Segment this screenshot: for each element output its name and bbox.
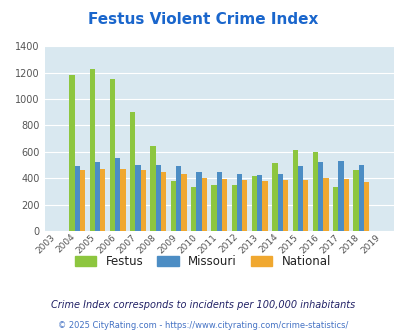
Text: © 2025 CityRating.com - https://www.cityrating.com/crime-statistics/: © 2025 CityRating.com - https://www.city…	[58, 321, 347, 330]
Legend: Festus, Missouri, National: Festus, Missouri, National	[70, 250, 335, 273]
Text: Festus Violent Crime Index: Festus Violent Crime Index	[87, 12, 318, 26]
Bar	[140, 170, 146, 231]
Bar	[282, 180, 288, 231]
Text: Crime Index corresponds to incidents per 100,000 inhabitants: Crime Index corresponds to incidents per…	[51, 300, 354, 310]
Bar	[211, 185, 216, 231]
Bar	[343, 179, 348, 231]
Bar	[89, 69, 95, 231]
Bar	[176, 166, 181, 231]
Bar	[358, 165, 363, 231]
Bar	[120, 169, 126, 231]
Bar	[115, 158, 120, 231]
Bar	[75, 166, 79, 231]
Bar	[171, 181, 176, 231]
Bar	[237, 174, 242, 231]
Bar	[191, 187, 196, 231]
Bar	[312, 152, 318, 231]
Bar	[318, 162, 323, 231]
Bar	[322, 178, 328, 231]
Bar	[130, 112, 135, 231]
Bar	[292, 150, 297, 231]
Bar	[251, 176, 257, 231]
Bar	[216, 172, 221, 231]
Bar	[135, 165, 140, 231]
Bar	[109, 79, 115, 231]
Bar	[332, 187, 338, 231]
Bar	[156, 165, 160, 231]
Bar	[241, 180, 247, 231]
Bar	[271, 163, 277, 231]
Bar	[257, 175, 262, 231]
Bar	[338, 161, 343, 231]
Bar	[302, 180, 308, 231]
Bar	[196, 172, 201, 231]
Bar	[231, 185, 236, 231]
Bar	[363, 182, 369, 231]
Bar	[69, 75, 75, 231]
Bar	[95, 162, 100, 231]
Bar	[221, 179, 227, 231]
Bar	[181, 174, 186, 231]
Bar	[79, 170, 85, 231]
Bar	[150, 146, 156, 231]
Bar	[262, 181, 267, 231]
Bar	[201, 178, 206, 231]
Bar	[352, 170, 358, 231]
Bar	[100, 169, 105, 231]
Bar	[277, 174, 282, 231]
Bar	[160, 172, 166, 231]
Bar	[297, 166, 303, 231]
